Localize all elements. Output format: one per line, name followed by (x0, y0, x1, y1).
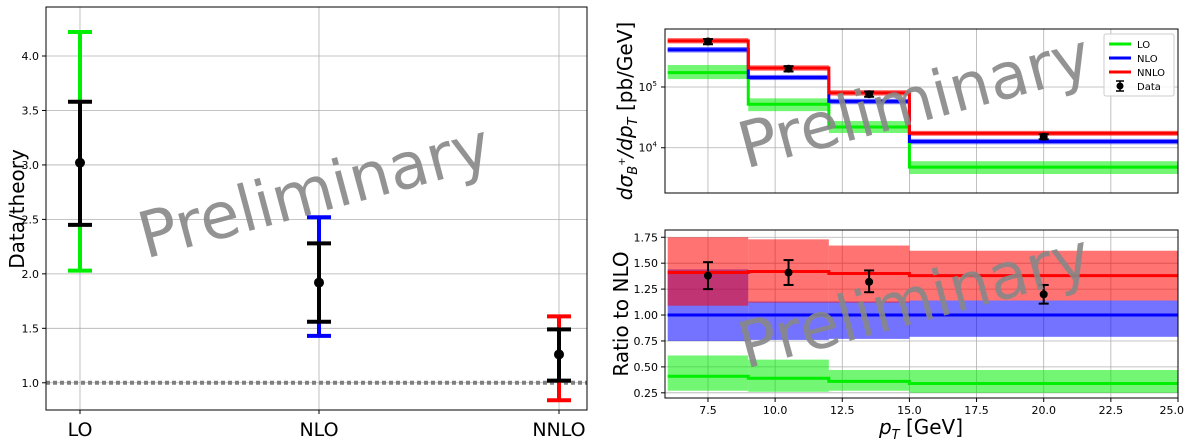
bottom-x-tick-label: 12.5 (830, 404, 855, 417)
legend-label-nlo: NLO (1137, 54, 1158, 65)
watermark-left: Preliminary (130, 109, 498, 274)
bottom-y-tick-label: 1.75 (634, 231, 659, 244)
bottom-band-lo (667, 355, 749, 391)
left-y-tick-label: 4.0 (22, 50, 40, 63)
left-y-label: Data/theory (5, 149, 29, 269)
bottom-lines (667, 269, 1178, 385)
bottom-y-tick-label: 0.25 (634, 387, 659, 400)
bottom-data-point (1038, 283, 1049, 305)
bottom-y-tick-label: 1.25 (634, 283, 659, 296)
central-value-marker (554, 349, 564, 360)
left-frame (45, 6, 588, 411)
left-y-tick-label: 1.0 (22, 377, 40, 390)
bottom-data-point (783, 259, 794, 286)
point-nlo (307, 215, 331, 338)
top-data-point (1038, 132, 1049, 141)
bottom-frame (664, 229, 1179, 399)
top-line-nnlo (667, 39, 1178, 135)
bottom-y-ticks: 0.25 0.50 0.75 1.00 1.25 1.50 1.75 (634, 231, 665, 400)
bottom-x-tick-label: 10.0 (763, 404, 788, 417)
bottom-y-label: Ratio to NLO (609, 251, 633, 376)
top-frame (664, 28, 1179, 194)
bottom-x-tick-label: 15.0 (897, 404, 922, 417)
bottom-y-tick-label: 0.50 (634, 361, 659, 374)
left-y-tick-label: 1.5 (22, 322, 40, 335)
left-y-tick-label: 2.0 (22, 268, 40, 281)
top-y-tick-label: 104 (639, 141, 658, 155)
legend-label-lo: LO (1137, 40, 1150, 51)
left-y-tick-label: 3.0 (22, 159, 40, 172)
legend-data-marker (1116, 82, 1124, 90)
bottom-band-nlo (748, 301, 829, 340)
bottom-x-tick-label: 25.0 (1160, 404, 1185, 417)
point-lo (68, 30, 92, 273)
bottom-x-label: pT [GeV] (878, 415, 963, 441)
tick-base: 10 (639, 142, 653, 155)
bottom-data-points (702, 259, 1049, 305)
top-data-point (702, 37, 713, 46)
tick-exponent: 5 (653, 80, 657, 88)
bottom-x-ticks: 7.5 10.0 12.5 15.0 17.5 20.0 22.5 25.0 (699, 398, 1184, 417)
ratio-panel: 0.25 0.50 0.75 1.00 1.25 1.50 1.75 7.5 10.0 12.5… (609, 219, 1184, 441)
bottom-band-nlo (828, 301, 910, 339)
bottom-y-tick-label: 0.75 (634, 335, 659, 348)
data-marker (1039, 132, 1048, 141)
bottom-y-tick-label: 1.50 (634, 257, 659, 270)
bottom-x-tick-label: 17.5 (964, 404, 989, 417)
data-marker (865, 90, 874, 99)
legend-label-data: Data (1137, 82, 1161, 93)
legend-label-nnlo: NNLO (1137, 68, 1165, 79)
data-marker (703, 37, 712, 46)
data-marker (1039, 290, 1048, 299)
left-x-ticks: LO NLO NNLO (68, 410, 586, 441)
bottom-data-point (702, 261, 713, 291)
bottom-line-nnlo (667, 269, 1178, 278)
tick-base: 10 (639, 81, 653, 94)
data-marker (865, 277, 874, 286)
top-data-point (783, 64, 794, 73)
top-data-points (702, 37, 1049, 141)
top-y-label: dσB+/dpT [pb/GeV] (613, 22, 641, 200)
left-y-tick-label: 2.5 (22, 213, 40, 226)
bottom-y-tick-label: 1.00 (634, 309, 659, 322)
left-x-tick-label: NNLO (532, 419, 585, 441)
left-x-tick-label: NLO (299, 419, 338, 441)
legend: LO NLO NNLO Data (1103, 33, 1175, 97)
data-marker (703, 271, 712, 280)
bottom-band-nlo (909, 300, 1178, 337)
left-y-ticks: 1.0 1.5 2.0 2.5 3.0 3.5 4.0 (22, 50, 46, 390)
bottom-line-lo (667, 374, 1178, 385)
left-y-tick-label: 3.5 (22, 104, 40, 117)
top-data-point (864, 90, 875, 99)
bottom-x-tick-label: 20.0 (1031, 404, 1056, 417)
bottom-data-point (864, 269, 875, 294)
central-value-marker (314, 277, 324, 288)
bottom-band-lo (909, 370, 1178, 393)
data-marker (784, 64, 793, 73)
left-points (68, 30, 571, 403)
central-value-marker (75, 157, 85, 168)
left-x-tick-label: LO (68, 419, 93, 441)
top-y-tick-label: 105 (639, 80, 657, 94)
data-marker (784, 268, 793, 277)
tick-exponent: 4 (653, 141, 658, 149)
bottom-x-tick-label: 22.5 (1099, 404, 1124, 417)
point-nnlo (547, 314, 571, 403)
data-theory-panel: 1.0 1.5 2.0 2.5 3.0 3.5 4.0 LO NLO NNLO Data/the… (5, 6, 588, 441)
bottom-band-lo (748, 359, 829, 392)
bottom-x-tick-label: 7.5 (699, 404, 717, 417)
top-lines (667, 39, 1178, 169)
